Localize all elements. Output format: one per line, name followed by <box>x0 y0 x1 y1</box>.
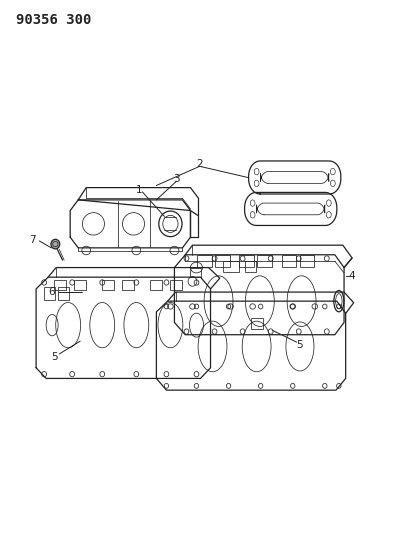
Bar <box>257 255 272 266</box>
Bar <box>223 261 239 272</box>
Bar <box>102 280 114 290</box>
Text: 1: 1 <box>136 185 143 195</box>
Bar <box>215 255 230 266</box>
Bar <box>44 287 55 300</box>
Bar <box>282 255 296 266</box>
Bar <box>197 255 212 266</box>
Text: 3: 3 <box>173 174 179 183</box>
Ellipse shape <box>51 239 60 249</box>
Text: 4: 4 <box>348 271 355 280</box>
Bar <box>251 318 263 329</box>
Text: 5: 5 <box>297 341 303 350</box>
Text: 5: 5 <box>51 352 58 362</box>
Bar <box>74 280 86 290</box>
Bar <box>245 261 256 272</box>
Bar <box>239 255 254 266</box>
Text: 2: 2 <box>196 159 203 168</box>
Bar <box>190 268 200 277</box>
Bar <box>300 255 314 266</box>
Bar <box>54 280 66 290</box>
Text: 90356 300: 90356 300 <box>16 13 91 27</box>
Bar <box>170 280 182 290</box>
Bar <box>150 280 162 290</box>
Bar <box>58 287 69 300</box>
Text: 7: 7 <box>30 236 36 245</box>
Text: 6: 6 <box>48 287 55 296</box>
Bar <box>122 280 134 290</box>
